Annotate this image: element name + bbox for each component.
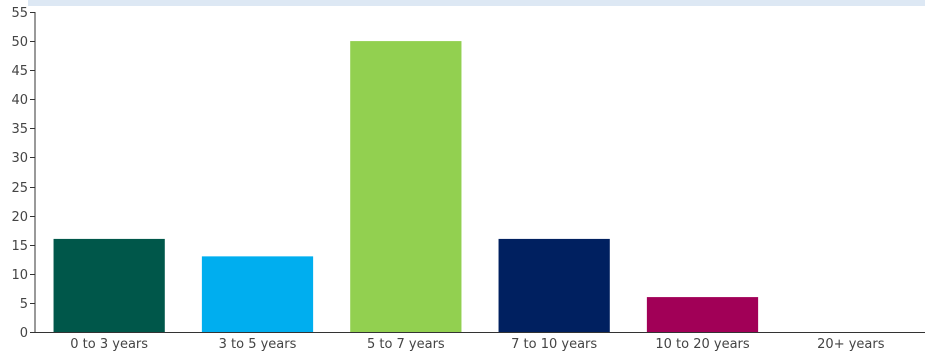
x-tick-label: 7 to 10 years bbox=[511, 337, 597, 352]
y-tick-label: 25 bbox=[11, 181, 28, 196]
x-tick-label: 3 to 5 years bbox=[219, 337, 297, 352]
y-tick-label: 35 bbox=[11, 122, 28, 137]
y-tick-label: 45 bbox=[11, 64, 28, 79]
y-tick-label: 50 bbox=[11, 35, 28, 50]
y-tick-label: 30 bbox=[11, 151, 28, 166]
x-axis: 0 to 3 years 3 to 5 years 5 to 7 years 7 to… bbox=[35, 332, 925, 352]
y-tick-label: 5 bbox=[20, 297, 28, 312]
y-tick-label: 55 bbox=[11, 6, 28, 21]
x-tick-label: 10 to 20 years bbox=[655, 337, 750, 352]
bar bbox=[201, 256, 314, 332]
bar bbox=[646, 297, 759, 332]
x-tick-label: 20+ years bbox=[817, 337, 885, 352]
y-tick-label: 10 bbox=[11, 268, 28, 283]
y-axis: 0 5 10 15 20 25 30 35 40 45 50 55 bbox=[11, 6, 36, 341]
y-tick-label: 20 bbox=[11, 210, 28, 225]
bar bbox=[498, 238, 610, 332]
bar bbox=[53, 238, 165, 332]
bars bbox=[53, 41, 759, 332]
x-tick-label: 5 to 7 years bbox=[367, 337, 445, 352]
y-tick-label: 0 bbox=[20, 326, 28, 341]
y-tick-label: 40 bbox=[11, 93, 28, 108]
y-tick-label: 15 bbox=[11, 239, 28, 254]
chart-header-strip bbox=[28, 0, 925, 6]
x-tick-label: 0 to 3 years bbox=[70, 337, 148, 352]
bar bbox=[350, 41, 462, 332]
